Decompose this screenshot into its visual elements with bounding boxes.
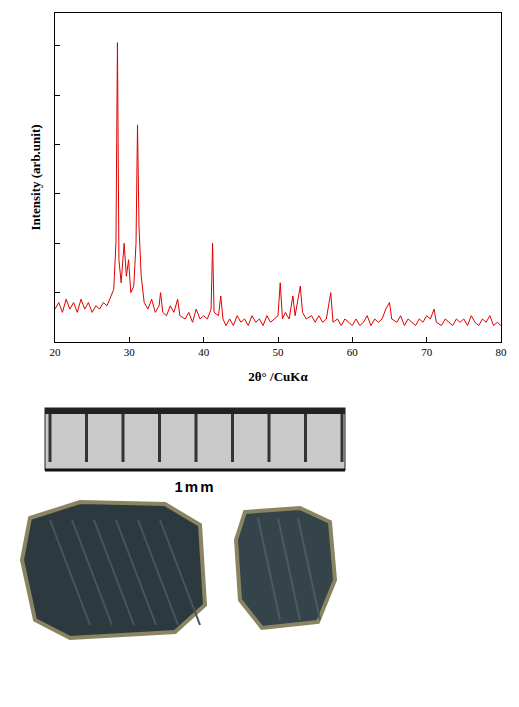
svg-text:60: 60 <box>347 346 359 358</box>
svg-text:40: 40 <box>198 346 210 358</box>
svg-text:30: 30 <box>124 346 136 358</box>
svg-text:2θ° /CuKα: 2θ° /CuKα <box>248 369 308 384</box>
svg-text:80: 80 <box>496 346 508 358</box>
svg-text:Intensity (arb.unit): Intensity (arb.unit) <box>28 124 43 230</box>
svg-text:20: 20 <box>50 346 62 358</box>
svg-text:50: 50 <box>273 346 285 358</box>
svg-text:70: 70 <box>421 346 433 358</box>
svg-text:1mm: 1mm <box>174 478 215 495</box>
